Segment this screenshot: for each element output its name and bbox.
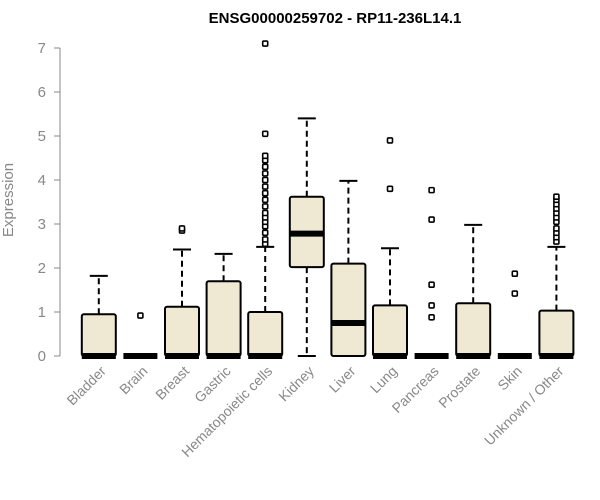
box-group xyxy=(123,312,158,359)
outlier-point xyxy=(428,216,435,223)
outlier-point xyxy=(261,40,269,47)
box-group xyxy=(330,179,367,358)
outlier-point xyxy=(137,312,144,319)
outlier-point xyxy=(261,203,269,210)
box-group xyxy=(80,274,117,359)
outlier-point xyxy=(261,183,269,190)
outlier-point xyxy=(261,196,269,204)
outlier-point xyxy=(553,225,560,232)
outlier-point xyxy=(261,163,269,171)
x-category-label: Lung xyxy=(367,363,400,396)
outlier-point xyxy=(261,236,269,243)
box-group xyxy=(538,193,575,359)
outlier-point xyxy=(386,185,394,193)
outlier-point xyxy=(428,281,435,289)
outlier-point xyxy=(428,186,435,194)
outlier-point xyxy=(261,170,269,177)
y-tick-label: 4 xyxy=(38,172,46,189)
outlier-point xyxy=(261,229,269,237)
outlier-point xyxy=(261,176,269,184)
y-tick-label: 7 xyxy=(38,40,46,57)
y-axis-label: Expression xyxy=(0,163,17,237)
box xyxy=(538,309,575,357)
y-tick-label: 3 xyxy=(38,216,46,233)
outlier-point xyxy=(511,290,519,297)
outlier-point xyxy=(511,270,519,278)
outlier-point xyxy=(553,193,560,201)
x-category-label: Bladder xyxy=(63,363,109,409)
box-group xyxy=(414,186,449,359)
box-group xyxy=(497,270,532,359)
y-tick-label: 6 xyxy=(38,84,46,101)
y-tick-label: 2 xyxy=(38,260,46,277)
outlier-point xyxy=(428,313,435,321)
box xyxy=(247,311,284,357)
box xyxy=(330,262,367,358)
outlier-point xyxy=(261,130,269,138)
box xyxy=(164,305,200,357)
box-group xyxy=(164,225,200,359)
box xyxy=(205,280,242,358)
y-tick-label: 0 xyxy=(38,348,46,365)
x-category-label: Unknown / Other xyxy=(481,363,567,449)
y-axis: 0 1 2 3 4 5 6 7 xyxy=(38,40,61,365)
box-group xyxy=(372,137,408,359)
x-category-label: Skin xyxy=(494,363,525,394)
outlier-point xyxy=(261,152,269,160)
box-group xyxy=(247,40,284,359)
box xyxy=(455,302,492,358)
x-category-label: Brain xyxy=(116,363,150,397)
outlier-point xyxy=(261,189,269,197)
y-tick-label: 5 xyxy=(38,128,46,145)
box-group xyxy=(455,223,492,359)
chart-title: ENSG00000259702 - RP11-236L14.1 xyxy=(209,10,462,27)
outlier-point xyxy=(386,137,394,144)
x-category-label: Liver xyxy=(326,363,359,396)
y-tick-label: 1 xyxy=(38,304,46,321)
box xyxy=(372,304,408,357)
x-category-label: Prostate xyxy=(435,363,483,411)
boxes xyxy=(80,40,575,359)
x-category-label: Breast xyxy=(152,363,192,403)
box xyxy=(80,313,117,358)
outlier-point xyxy=(178,225,186,232)
box-group xyxy=(288,117,325,357)
x-category-label: Kidney xyxy=(275,363,317,405)
outlier-point xyxy=(428,302,435,309)
outlier-point xyxy=(261,209,269,217)
box-group xyxy=(205,252,242,359)
